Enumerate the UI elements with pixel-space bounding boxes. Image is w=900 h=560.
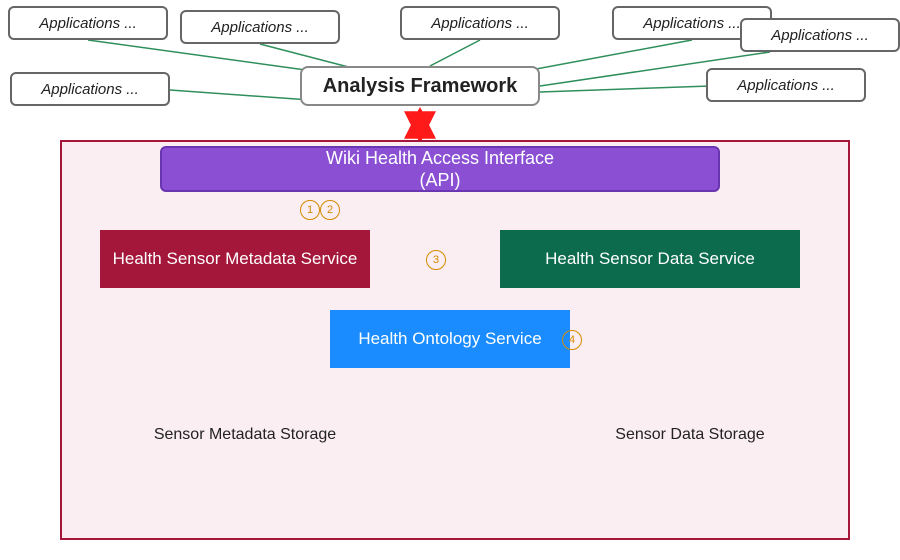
- api-box: Wiki Health Access Interface (API): [160, 146, 720, 192]
- app-box-a1: Applications ...: [8, 6, 168, 40]
- app-box-a3: Applications ...: [400, 6, 560, 40]
- api-label-line1: Wiki Health Access Interface: [326, 148, 554, 168]
- metadata-service-box: Health Sensor Metadata Service: [100, 230, 370, 288]
- data-service-label: Health Sensor Data Service: [545, 249, 755, 269]
- step-marker-3: 3: [426, 250, 446, 270]
- ontology-service-box: Health Ontology Service: [330, 310, 570, 368]
- metadata-service-label: Health Sensor Metadata Service: [113, 249, 358, 269]
- analysis-framework-box: Analysis Framework: [300, 66, 540, 106]
- cloud-metadata-label: Sensor Metadata Storage: [130, 426, 360, 444]
- data-service-box: Health Sensor Data Service: [500, 230, 800, 288]
- cloud-data-label: Sensor Data Storage: [590, 426, 790, 444]
- app-box-a6: Applications ...: [10, 72, 170, 106]
- ontology-service-label: Health Ontology Service: [358, 329, 541, 349]
- step-marker-1: 1: [300, 200, 320, 220]
- step-marker-2: 2: [320, 200, 340, 220]
- app-box-a7: Applications ...: [706, 68, 866, 102]
- analysis-framework-label: Analysis Framework: [323, 75, 518, 98]
- app-box-a5: Applications ...: [740, 18, 900, 52]
- step-marker-4: 4: [562, 330, 582, 350]
- api-label-line2: (API): [419, 170, 460, 190]
- app-box-a2: Applications ...: [180, 10, 340, 44]
